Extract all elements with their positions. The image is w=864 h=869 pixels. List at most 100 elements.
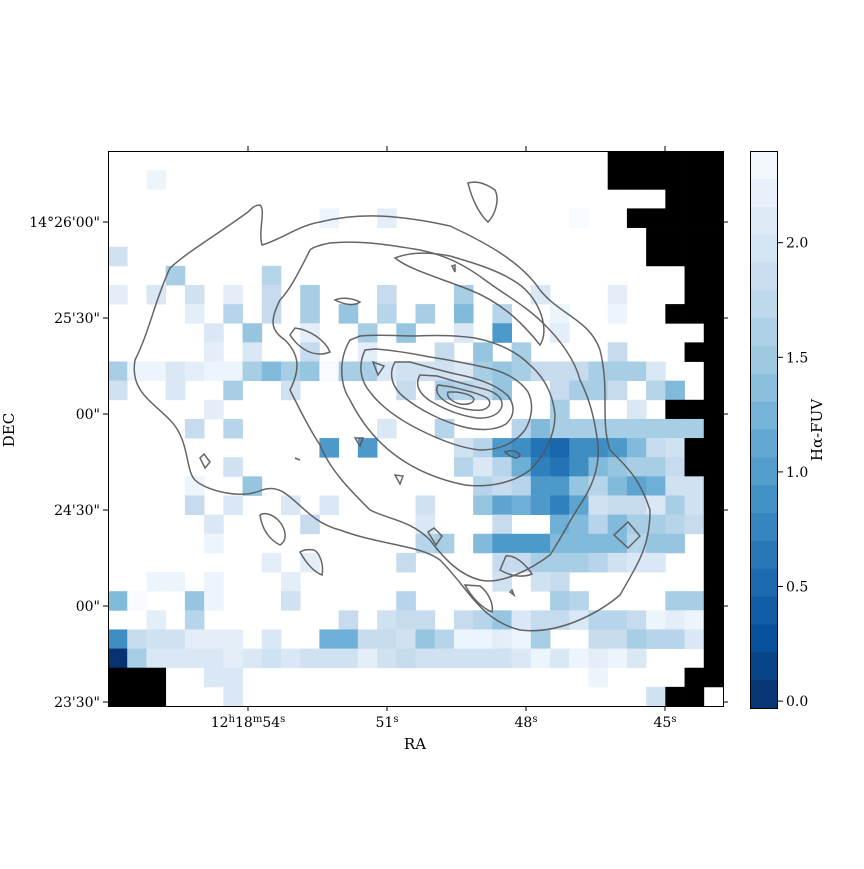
masked-cell (684, 246, 705, 267)
heatmap-cell (204, 533, 224, 554)
masked-cell (703, 667, 724, 688)
heatmap-cell (146, 361, 167, 382)
colorbar-band (750, 178, 778, 208)
contour-island-8 (463, 584, 494, 614)
masked-cell (703, 246, 724, 267)
heatmap-cell (646, 495, 666, 516)
colorbar-ticks: 0.0 0.5 1.0 1.5 2.0 (778, 236, 808, 710)
heatmap-cell (146, 170, 167, 190)
masked-cell (127, 686, 147, 707)
heatmap-cell (184, 610, 205, 630)
heatmap-cell (184, 591, 205, 611)
contour-island-4 (199, 452, 211, 470)
heatmap-cell (665, 438, 685, 458)
heatmap-cell (569, 552, 589, 573)
heatmap-cell (646, 457, 666, 477)
masked-cell (665, 189, 685, 209)
heatmap-cell (492, 514, 512, 535)
heatmap-cell (319, 495, 340, 516)
masked-cell (703, 591, 724, 611)
heatmap-cell (492, 361, 512, 382)
masked-cell (665, 170, 685, 190)
heatmap-cell (646, 476, 666, 496)
heatmap-cell (550, 514, 570, 535)
masked-cell (684, 227, 705, 248)
heatmap-cell (184, 284, 205, 305)
heatmap-cell (646, 610, 666, 630)
masked-cell (703, 514, 724, 535)
x-tick-label: 12h18m54s (211, 714, 286, 731)
contour-2 (272, 241, 599, 582)
masked-cell (684, 189, 705, 209)
heatmap-cell (434, 648, 455, 669)
masked-cell (665, 304, 685, 324)
heatmap-cell (108, 648, 128, 669)
heatmap-cell (184, 648, 205, 669)
heatmap-cell (338, 361, 359, 382)
masked-cell (665, 208, 685, 228)
heatmap-cell (204, 342, 224, 362)
heatmap-cell (607, 304, 628, 324)
masked-cell (703, 476, 724, 496)
masked-cell (703, 533, 724, 554)
contour-island-12 (353, 437, 365, 448)
masked-cell (684, 265, 705, 286)
heatmap-cell (127, 591, 147, 611)
heatmap-cell (223, 667, 243, 688)
heatmap-cell (223, 648, 243, 669)
heatmap-cell (588, 514, 609, 535)
heatmap-cell (646, 629, 666, 649)
heatmap-cell (530, 361, 551, 382)
heatmap-cell (434, 380, 455, 401)
heatmap-cell (300, 284, 320, 305)
heatmap-cell (415, 533, 436, 554)
heatmap-cell (607, 418, 628, 439)
masked-cell (646, 151, 666, 171)
heatmap-cell (492, 476, 512, 496)
heatmap-cell (300, 552, 320, 573)
heatmap-cell (511, 361, 532, 382)
masked-cell (703, 438, 724, 458)
heatmap-cell (319, 648, 340, 669)
masked-cell (607, 170, 628, 190)
heatmap-cell (626, 399, 647, 420)
masked-cell (703, 418, 724, 439)
heatmap-cell (607, 476, 628, 496)
heatmap-cell (646, 514, 666, 535)
heatmap-cells (108, 151, 724, 707)
heatmap-cell (184, 418, 205, 439)
heatmap-cell (530, 457, 551, 477)
colorbar-band (750, 540, 778, 570)
heatmap-cell (396, 323, 416, 343)
y-tick-label: 25'30" (54, 311, 100, 327)
contour-island-13 (393, 474, 405, 486)
heatmap-cell (684, 591, 705, 611)
heatmap-cell (300, 648, 320, 669)
heatmap-cell (204, 361, 224, 382)
heatmap-cell (665, 610, 685, 630)
masked-cell (703, 342, 724, 362)
x-tick-label: 48s (515, 714, 538, 731)
masked-cell (626, 208, 647, 228)
heatmap-cell (665, 629, 685, 649)
heatmap-cell (261, 284, 282, 305)
heatmap-cell (184, 476, 205, 496)
heatmap-cell (588, 418, 609, 439)
heatmap-cell (453, 610, 474, 630)
heatmap-cell (396, 361, 416, 382)
masked-cell (684, 151, 705, 171)
masked-cell (127, 667, 147, 688)
heatmap-cell (300, 514, 320, 535)
heatmap-cell (473, 361, 493, 382)
contour-island-16 (508, 588, 516, 598)
heatmap-cell (550, 591, 570, 611)
heatmap-cell (530, 572, 551, 592)
heatmap-cell (588, 495, 609, 516)
heatmap-cell (607, 457, 628, 477)
heatmap-cell (108, 629, 128, 649)
heatmap-cell (492, 304, 512, 324)
heatmap-cell (511, 648, 532, 669)
x-tick-label: 45s (654, 714, 677, 731)
heatmap-cell (338, 648, 359, 669)
